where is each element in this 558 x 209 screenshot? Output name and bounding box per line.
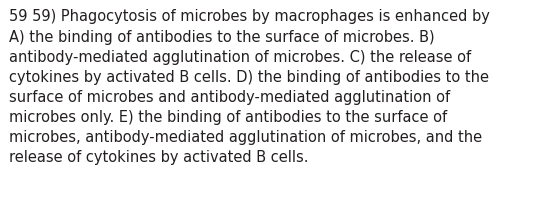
Text: release of cytokines by activated B cells.: release of cytokines by activated B cell… (9, 150, 309, 165)
Text: 59 59) Phagocytosis of microbes by macrophages is enhanced by: 59 59) Phagocytosis of microbes by macro… (9, 9, 490, 24)
Text: surface of microbes and antibody-mediated agglutination of: surface of microbes and antibody-mediate… (9, 90, 450, 105)
Text: A) the binding of antibodies to the surface of microbes. B): A) the binding of antibodies to the surf… (9, 29, 435, 45)
Text: microbes only. E) the binding of antibodies to the surface of: microbes only. E) the binding of antibod… (9, 110, 447, 125)
Text: microbes, antibody-mediated agglutination of microbes, and the: microbes, antibody-mediated agglutinatio… (9, 130, 482, 145)
Text: cytokines by activated B cells. D) the binding of antibodies to the: cytokines by activated B cells. D) the b… (9, 70, 489, 85)
Text: antibody-mediated agglutination of microbes. C) the release of: antibody-mediated agglutination of micro… (9, 50, 471, 65)
